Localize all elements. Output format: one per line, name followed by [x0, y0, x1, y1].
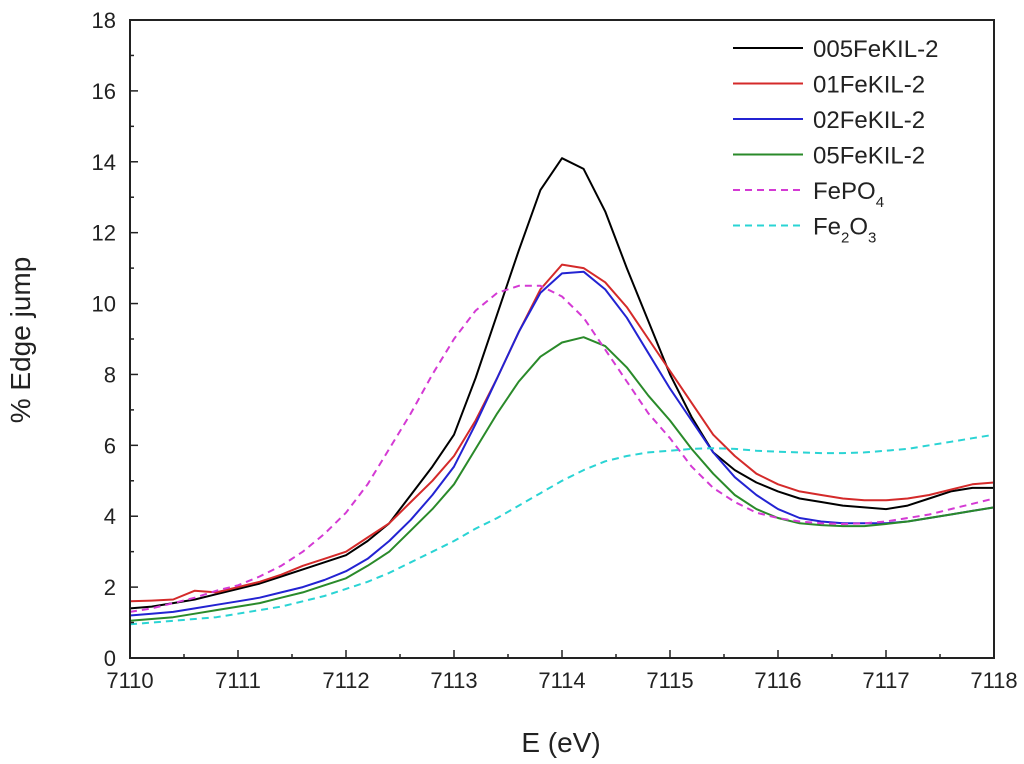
x-tick-label: 7113	[430, 668, 477, 693]
series-line-05FeKIL-2	[129, 336, 995, 622]
legend-label-main: 05FeKIL-2	[813, 143, 925, 170]
legend-label-FePO4: FePO4	[813, 178, 884, 211]
legend-label-main: FePO	[813, 178, 876, 205]
series-line-02FeKIL-2	[129, 270, 995, 617]
legend-label-05FeKIL-2: 05FeKIL-2	[813, 143, 925, 170]
legend-label-02FeKIL-2: 02FeKIL-2	[813, 107, 925, 134]
series-line-01FeKIL-2	[129, 263, 995, 603]
y-tick-label: 4	[104, 504, 116, 529]
legend-label-subscript: 4	[876, 194, 884, 211]
y-tick-label: 12	[92, 221, 116, 246]
x-tick-label: 7115	[646, 668, 693, 693]
x-tick-label: 7117	[862, 668, 909, 693]
y-tick-label: 8	[104, 362, 116, 387]
series-line-005FeKIL-2	[129, 157, 994, 610]
x-tick-label: 7118	[970, 668, 1017, 693]
legend-label-main: 02FeKIL-2	[813, 107, 925, 134]
y-tick-label: 14	[92, 150, 116, 175]
y-tick-label: 18	[92, 8, 116, 33]
axes: 7110 7111 7112 7113 7114 7115 7116 7117 7118 0 2 4 6…	[92, 8, 1018, 693]
series-layer	[129, 157, 995, 626]
legend-label-005FeKIL-2: 005FeKIL-2	[813, 36, 938, 63]
y-tick-label: 2	[104, 575, 116, 600]
legend-label-01FeKIL-2: 01FeKIL-2	[813, 72, 925, 99]
x-tick-label: 7112	[322, 668, 369, 693]
legend: 005FeKIL-2 01FeKIL-2 02FeKIL-2 05FeKIL-2 FeP…	[733, 36, 938, 247]
legend-label-Fe2O3: Fe2O3	[813, 214, 876, 247]
x-tick-label: 7116	[754, 668, 801, 693]
x-tick-label: 7110	[106, 668, 153, 693]
legend-label-main: 005FeKIL-2	[813, 36, 938, 63]
y-tick-label: 6	[104, 433, 116, 458]
legend-label-main: Fe	[813, 214, 841, 241]
legend-label-tail: O	[849, 214, 868, 241]
legend-label-subscript: 2	[841, 230, 849, 247]
x-tick-label: 7114	[538, 668, 585, 693]
y-tick-label: 16	[92, 79, 116, 104]
legend-label-subscript-2: 3	[868, 230, 876, 247]
legend-label-main: 01FeKIL-2	[813, 72, 925, 99]
y-tick-label: 10	[92, 292, 116, 317]
series-line-FePO4	[129, 284, 995, 613]
series-line-Fe2O3	[129, 433, 995, 626]
y-axis-title: % Edge jump	[5, 257, 36, 424]
y-tick-label: 0	[104, 646, 116, 671]
x-tick-label: 7111	[215, 668, 261, 693]
x-axis-title: E (eV)	[521, 727, 600, 758]
